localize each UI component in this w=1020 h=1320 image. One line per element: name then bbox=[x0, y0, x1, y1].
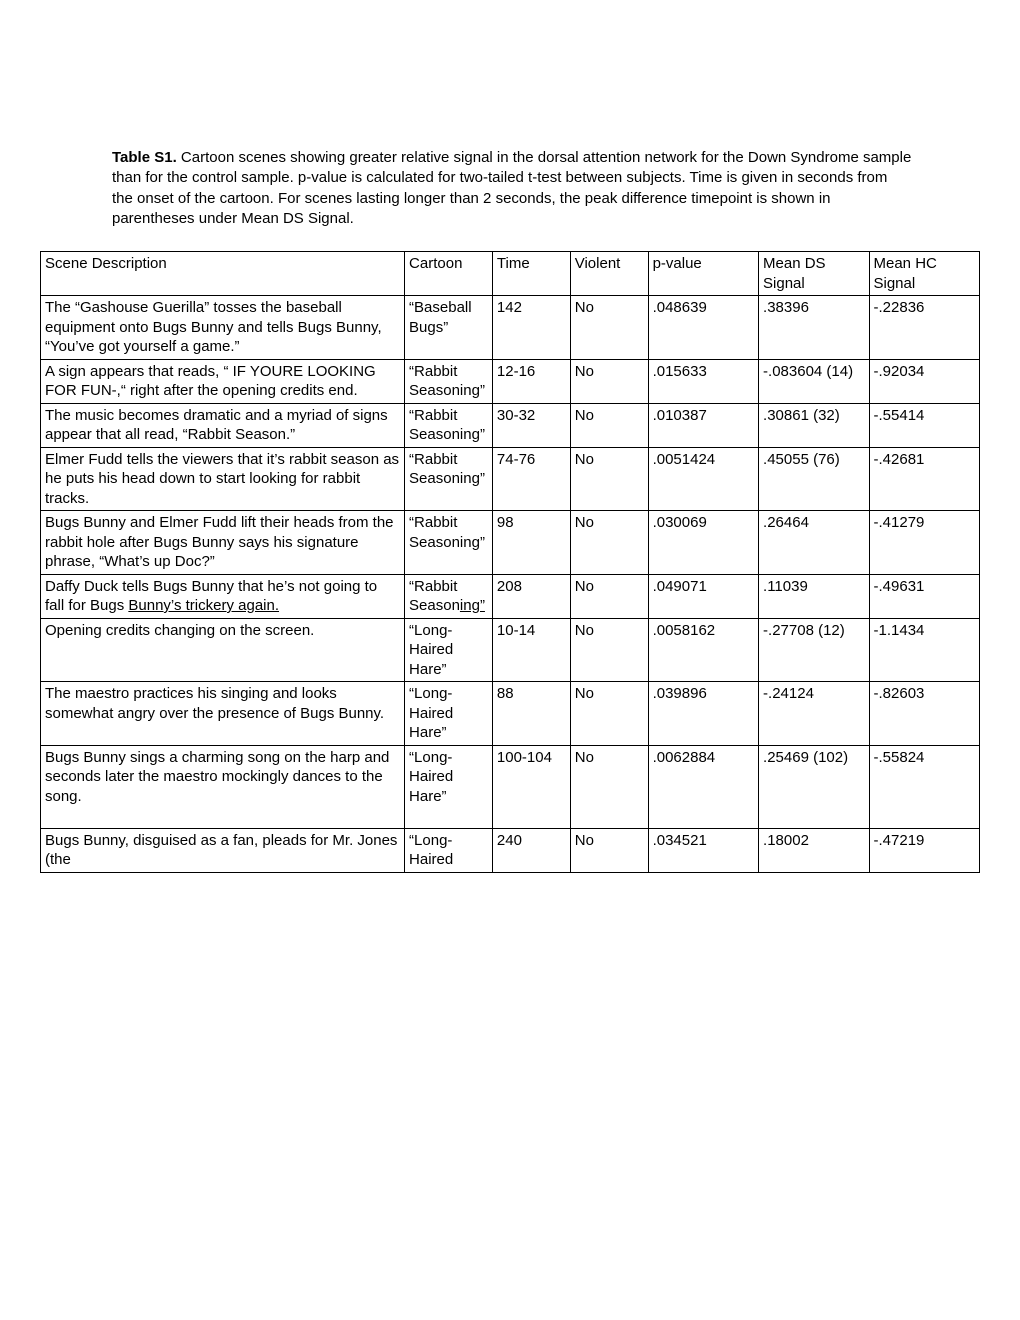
table-cell: -.27708 (12) bbox=[759, 618, 869, 682]
table-cell: .30861 (32) bbox=[759, 403, 869, 447]
table-row: Bugs Bunny sings a charming song on the … bbox=[41, 745, 980, 828]
table-cell: No bbox=[570, 745, 648, 828]
table-cell: No bbox=[570, 511, 648, 575]
table-cell: “Rabbit Seasoning” bbox=[405, 511, 493, 575]
table-cell: Bugs Bunny and Elmer Fudd lift their hea… bbox=[41, 511, 405, 575]
table-cell: -.47219 bbox=[869, 828, 980, 872]
data-table: Scene Description Cartoon Time Violent p… bbox=[40, 251, 980, 873]
table-cell: 208 bbox=[492, 574, 570, 618]
table-cell: -.24124 bbox=[759, 682, 869, 746]
table-row: The maestro practices his singing and lo… bbox=[41, 682, 980, 746]
table-cell: 100-104 bbox=[492, 745, 570, 828]
table-cell: 98 bbox=[492, 511, 570, 575]
table-cell: The “Gashouse Guerilla” tosses the baseb… bbox=[41, 296, 405, 360]
table-cell: Opening credits changing on the screen. bbox=[41, 618, 405, 682]
table-row: Bugs Bunny, disguised as a fan, pleads f… bbox=[41, 828, 980, 872]
table-cell: .0062884 bbox=[648, 745, 758, 828]
table-cell: .039896 bbox=[648, 682, 758, 746]
table-cell: .034521 bbox=[648, 828, 758, 872]
table-cell: .030069 bbox=[648, 511, 758, 575]
table-cell: No bbox=[570, 403, 648, 447]
table-cell: .048639 bbox=[648, 296, 758, 360]
table-cell: .38396 bbox=[759, 296, 869, 360]
table-cell: 142 bbox=[492, 296, 570, 360]
col-cartoon: Cartoon bbox=[405, 252, 493, 296]
table-row: A sign appears that reads, “ IF YOURE LO… bbox=[41, 359, 980, 403]
table-cell: .0051424 bbox=[648, 447, 758, 511]
table-cell: -.41279 bbox=[869, 511, 980, 575]
table-cell: -.22836 bbox=[869, 296, 980, 360]
table-cell: 30-32 bbox=[492, 403, 570, 447]
table-cell: Elmer Fudd tells the viewers that it’s r… bbox=[41, 447, 405, 511]
table-cell: No bbox=[570, 296, 648, 360]
table-cell: No bbox=[570, 574, 648, 618]
table-row: Daffy Duck tells Bugs Bunny that he’s no… bbox=[41, 574, 980, 618]
table-cell: “Baseball Bugs” bbox=[405, 296, 493, 360]
table-row: The music becomes dramatic and a myriad … bbox=[41, 403, 980, 447]
table-cell: -.82603 bbox=[869, 682, 980, 746]
table-cell: .25469 (102) bbox=[759, 745, 869, 828]
col-mean-hc: Mean HC Signal bbox=[869, 252, 980, 296]
table-cell: .010387 bbox=[648, 403, 758, 447]
caption-label: Table S1. bbox=[112, 149, 177, 166]
table-cell: No bbox=[570, 828, 648, 872]
table-cell: -.55824 bbox=[869, 745, 980, 828]
table-cell: 12-16 bbox=[492, 359, 570, 403]
table-cell: -.55414 bbox=[869, 403, 980, 447]
table-cell: -.92034 bbox=[869, 359, 980, 403]
col-pvalue: p-value bbox=[648, 252, 758, 296]
table-cell: -.083604 (14) bbox=[759, 359, 869, 403]
table-cell: A sign appears that reads, “ IF YOURE LO… bbox=[41, 359, 405, 403]
table-cell: .26464 bbox=[759, 511, 869, 575]
table-cell: 10-14 bbox=[492, 618, 570, 682]
table-cell: No bbox=[570, 447, 648, 511]
table-cell: “Rabbit Seasoning” bbox=[405, 447, 493, 511]
table-cell: The maestro practices his singing and lo… bbox=[41, 682, 405, 746]
table-cell: .11039 bbox=[759, 574, 869, 618]
table-row: Elmer Fudd tells the viewers that it’s r… bbox=[41, 447, 980, 511]
table-cell: No bbox=[570, 618, 648, 682]
table-cell: -.49631 bbox=[869, 574, 980, 618]
table-cell: “Long-Haired Hare” bbox=[405, 745, 493, 828]
table-row: The “Gashouse Guerilla” tosses the baseb… bbox=[41, 296, 980, 360]
col-violent: Violent bbox=[570, 252, 648, 296]
table-cell: -1.1434 bbox=[869, 618, 980, 682]
table-cell: Daffy Duck tells Bugs Bunny that he’s no… bbox=[41, 574, 405, 618]
col-scene-description: Scene Description bbox=[41, 252, 405, 296]
table-cell: .0058162 bbox=[648, 618, 758, 682]
table-cell: Bugs Bunny sings a charming song on the … bbox=[41, 745, 405, 828]
table-cell: .015633 bbox=[648, 359, 758, 403]
table-cell: The music becomes dramatic and a myriad … bbox=[41, 403, 405, 447]
table-cell: “Long-Haired Hare” bbox=[405, 682, 493, 746]
col-mean-ds: Mean DS Signal bbox=[759, 252, 869, 296]
table-row: Bugs Bunny and Elmer Fudd lift their hea… bbox=[41, 511, 980, 575]
table-cell: “Rabbit Seasoning” bbox=[405, 359, 493, 403]
table-cell: -.42681 bbox=[869, 447, 980, 511]
table-cell: 74-76 bbox=[492, 447, 570, 511]
table-cell: No bbox=[570, 682, 648, 746]
col-time: Time bbox=[492, 252, 570, 296]
table-row: Opening credits changing on the screen.“… bbox=[41, 618, 980, 682]
table-cell: .45055 (76) bbox=[759, 447, 869, 511]
table-cell: .049071 bbox=[648, 574, 758, 618]
table-cell: 240 bbox=[492, 828, 570, 872]
caption-text: Cartoon scenes showing greater relative … bbox=[112, 149, 911, 227]
table-cell: “Rabbit Seasoning” bbox=[405, 403, 493, 447]
table-cell: 88 bbox=[492, 682, 570, 746]
table-caption: Table S1. Cartoon scenes showing greater… bbox=[112, 148, 912, 229]
table-cell: “Long-Haired Hare” bbox=[405, 618, 493, 682]
table-cell: No bbox=[570, 359, 648, 403]
table-cell: Bugs Bunny, disguised as a fan, pleads f… bbox=[41, 828, 405, 872]
table-header-row: Scene Description Cartoon Time Violent p… bbox=[41, 252, 980, 296]
table-cell: “Rabbit Seasoning” bbox=[405, 574, 493, 618]
table-cell: .18002 bbox=[759, 828, 869, 872]
table-cell: “Long-Haired bbox=[405, 828, 493, 872]
